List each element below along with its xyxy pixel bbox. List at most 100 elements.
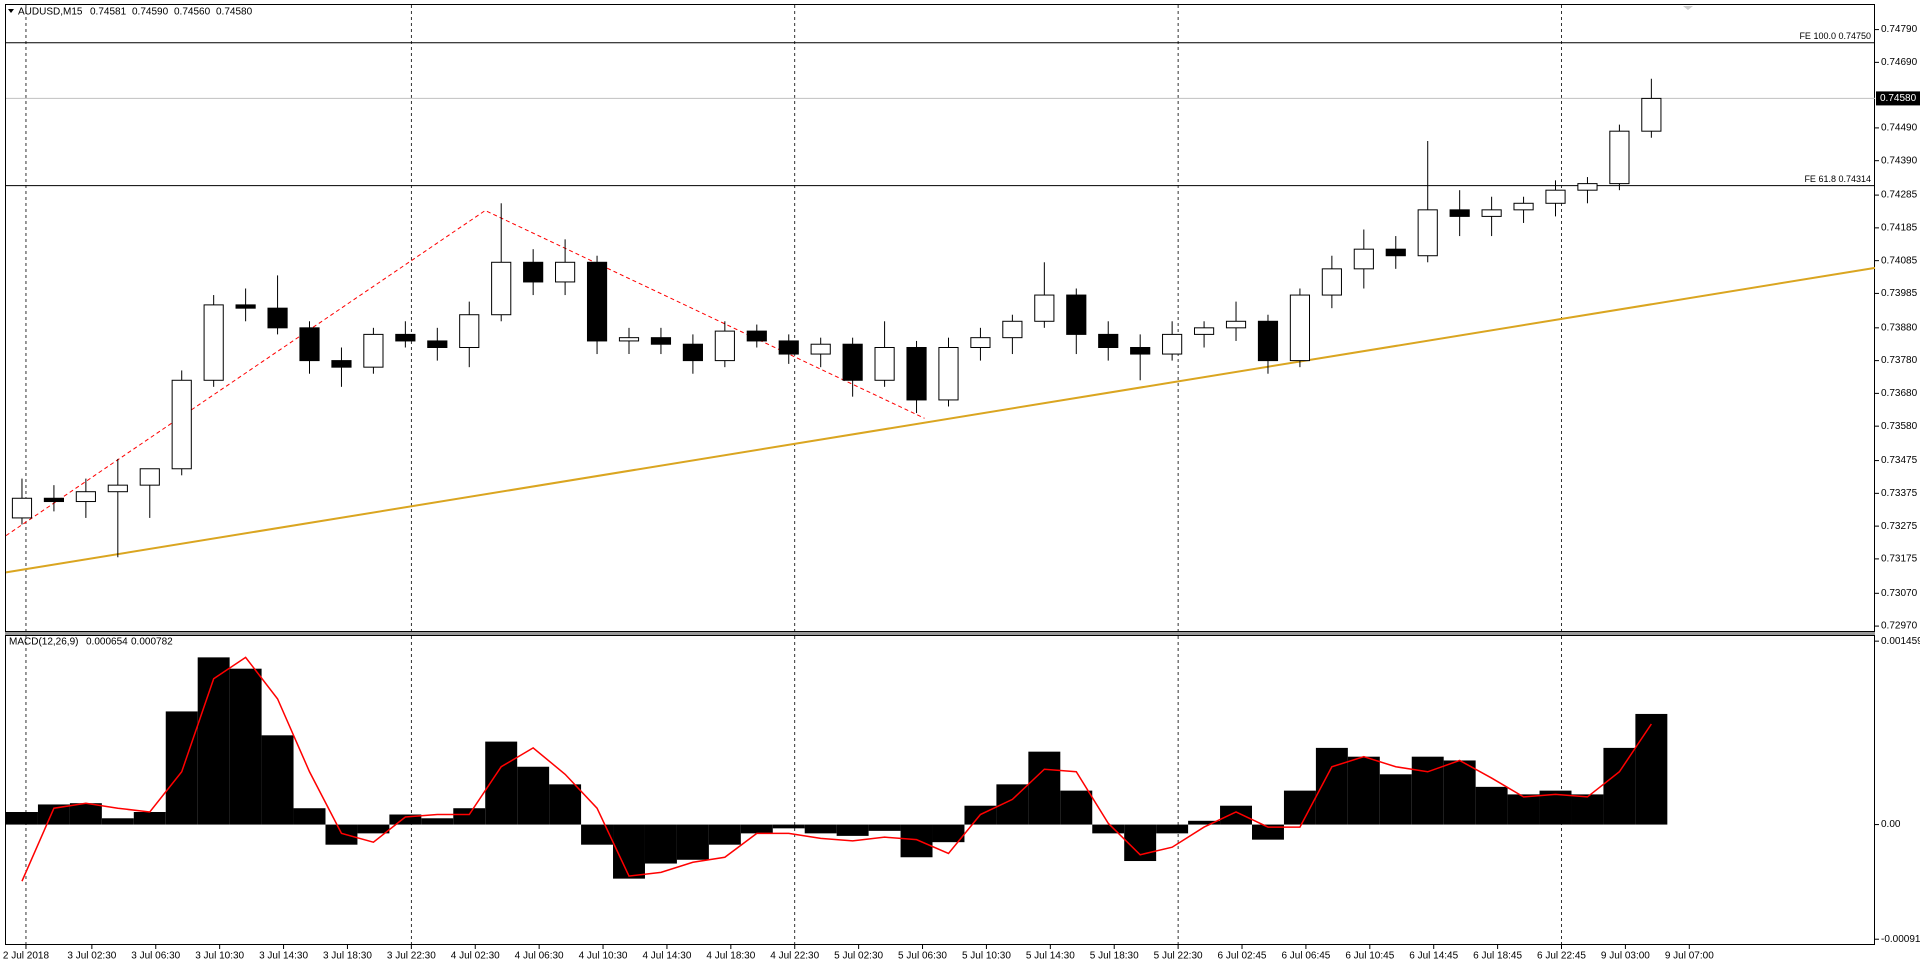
symbol-title: AUDUSD,M15 (18, 7, 83, 18)
macd-bar (1539, 790, 1572, 825)
macd-bar (1347, 756, 1380, 825)
macd-bar (1411, 756, 1444, 825)
candle-body (555, 261, 576, 283)
candle-body (1481, 209, 1502, 217)
candle-body (618, 337, 640, 342)
candle-body (1002, 320, 1023, 339)
macd-bar (1252, 824, 1284, 840)
y-tick-label: 0.73880 (1881, 322, 1918, 333)
candle-body (1417, 209, 1438, 257)
macd-bar (133, 812, 166, 825)
x-tick-label: 6 Jul 22:45 (1537, 951, 1586, 962)
y-tick-label: 0.73680 (1881, 388, 1918, 399)
candle-body (1513, 202, 1534, 211)
candle-body (682, 343, 703, 362)
macd-bar (69, 803, 102, 825)
macd-bar (517, 766, 550, 825)
x-tick-label: 5 Jul 18:30 (1090, 951, 1139, 962)
candle-body (11, 497, 33, 519)
candle-body (1193, 327, 1215, 335)
candle-body (906, 346, 927, 401)
macd-bar (772, 824, 805, 829)
candle-body (746, 330, 767, 342)
macd-bar (389, 814, 422, 825)
fe-level-label: FE 61.8 0.74314 (1804, 174, 1871, 184)
candle-body (1321, 268, 1342, 296)
candle-body (1385, 248, 1406, 257)
current-price-label: 0.74580 (1880, 93, 1917, 104)
candle-body (586, 261, 608, 342)
candle-body (938, 346, 959, 401)
candle-body (842, 343, 863, 381)
main-panel-frame (5, 4, 1875, 632)
y-tick-label: 0.74085 (1881, 255, 1918, 266)
macd-bar (804, 824, 837, 834)
macd-bar (932, 824, 965, 843)
x-tick-label: 5 Jul 22:30 (1154, 951, 1203, 962)
candle-body (1130, 346, 1151, 355)
candle-body (1545, 189, 1566, 204)
x-tick-label: 6 Jul 14:45 (1409, 951, 1458, 962)
candle-body (874, 346, 895, 381)
candle-body (778, 340, 799, 355)
macd-bar (1188, 820, 1221, 825)
candle-body (1162, 333, 1183, 355)
macd-bar (708, 824, 741, 845)
candle-body (1577, 183, 1598, 191)
y-tick-label: 0.73070 (1881, 588, 1918, 599)
macd-value: 0.000782 (131, 637, 173, 648)
macd-bar (1156, 824, 1189, 834)
y-tick-label: 0.001459 (1881, 636, 1920, 647)
candle-body (1449, 209, 1470, 217)
x-tick-label: 4 Jul 02:30 (451, 951, 500, 962)
candle-body (267, 307, 288, 329)
candle-body (299, 327, 320, 362)
x-tick-label: 2 Jul 2018 (3, 951, 50, 962)
macd-bar (836, 824, 869, 836)
candle-body (1353, 248, 1374, 270)
macd-bar (1220, 805, 1252, 825)
candle-body (650, 337, 672, 345)
macd-title: MACD(12,26,9) (9, 637, 78, 648)
candle-body (1225, 320, 1247, 329)
macd-bar (1603, 747, 1636, 825)
candle-body (395, 333, 416, 342)
macd-bar (676, 824, 709, 860)
x-tick-label: 6 Jul 02:45 (1218, 951, 1267, 962)
macd-bar (1379, 774, 1412, 825)
y-tick-label: 0.74390 (1881, 155, 1918, 166)
candle-body (331, 360, 352, 368)
x-tick-label: 3 Jul 10:30 (195, 951, 244, 962)
candle-body (75, 491, 96, 503)
y-tick-label: 0.74490 (1881, 123, 1918, 134)
y-tick-label: 0.73985 (1881, 288, 1918, 299)
macd-bar (165, 711, 198, 825)
macd-bar (1635, 713, 1668, 825)
x-tick-label: 5 Jul 10:30 (962, 951, 1011, 962)
x-tick-label: 9 Jul 03:00 (1601, 951, 1650, 962)
macd-bar (37, 804, 70, 825)
candle-body (523, 261, 544, 283)
candle-body (810, 343, 831, 355)
candle-body (1257, 320, 1279, 362)
x-tick-label: 4 Jul 14:30 (642, 951, 691, 962)
macd-bar (613, 824, 645, 879)
x-tick-label: 3 Jul 06:30 (131, 951, 180, 962)
y-tick-label: 0.73375 (1881, 488, 1918, 499)
candle-body (171, 379, 192, 470)
candle-body (363, 333, 384, 368)
y-tick-label: 0.73580 (1881, 421, 1918, 432)
macd-bar (868, 824, 901, 831)
candle-body (1066, 294, 1087, 335)
y-tick-label: 0.72970 (1881, 621, 1918, 632)
y-tick-label: 0.74185 (1881, 223, 1918, 234)
trendline (5, 266, 1876, 574)
macd-bar (421, 818, 454, 825)
header-value: 0.74560 (174, 7, 211, 18)
macd-bar (1060, 790, 1093, 825)
y-tick-label: 0.73175 (1881, 554, 1918, 565)
candle-body (235, 304, 256, 309)
macd-bar (261, 735, 294, 825)
macd-bar (1571, 794, 1604, 825)
